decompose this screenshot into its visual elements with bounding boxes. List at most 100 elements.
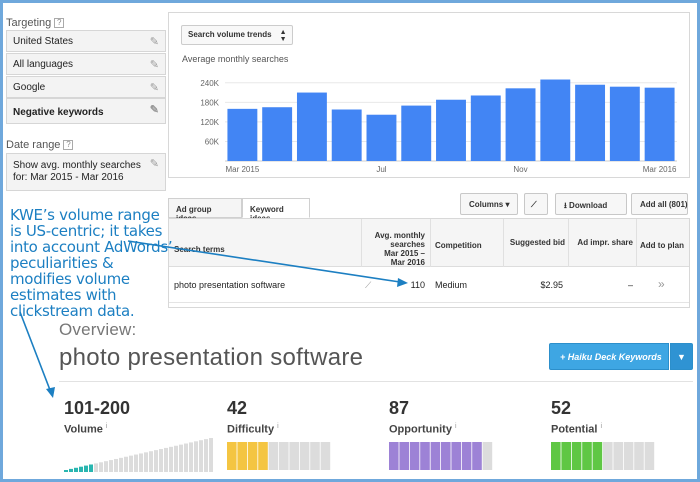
date-range-selector[interactable]: Show avg. monthly searches for: Mar 2015… (6, 153, 166, 191)
volume-bar (104, 461, 108, 472)
bar (331, 109, 362, 161)
edit-pencil-icon[interactable]: ✎ (149, 158, 159, 170)
date-range-title: Date range? (6, 139, 74, 151)
metric-value: 87 (389, 398, 410, 418)
x-tick-label: Mar 2015 (225, 165, 259, 174)
y-tick-label: 180K (200, 98, 219, 107)
volume-bar (194, 441, 198, 472)
edit-pencil-icon[interactable]: ✎ (149, 82, 159, 94)
help-icon[interactable]: ? (54, 18, 65, 28)
edit-pencil-icon[interactable]: ✎ (149, 59, 159, 71)
info-icon[interactable]: i (600, 423, 603, 430)
gauge-segment (389, 442, 399, 470)
volume-bar (154, 450, 158, 472)
gauge-segment (299, 442, 310, 470)
col-suggested-bid[interactable]: Suggested bid (509, 238, 565, 247)
gauge-segment (258, 442, 268, 470)
add-to-plan-icon[interactable]: » (658, 277, 665, 291)
volume-bar (74, 467, 78, 472)
chart-toggle-button[interactable]: ⟋ (524, 193, 548, 215)
ideas-tabs-row: Ad group ideas Keyword ideas Columns ▾ ⟋… (168, 193, 690, 223)
y-tick-label: 240K (200, 79, 219, 88)
chart-type-dropdown[interactable]: Search volume trends ▲ ▼ (181, 25, 293, 45)
gauge-segment (634, 442, 644, 470)
bar (540, 79, 571, 161)
language-selector[interactable]: All languages ✎ (6, 53, 166, 75)
difficulty-metric: 42 Difficulty i (227, 398, 377, 478)
volume-metric: 101-200 Volume i (64, 398, 214, 478)
volume-bar (149, 451, 153, 472)
avg-monthly-searches-value: 110 (410, 280, 425, 290)
col-ad-impr-share[interactable]: Ad impr. share (577, 238, 633, 247)
x-tick-label: Mar 2016 (643, 165, 677, 174)
metric-label: Opportunity i (389, 423, 457, 436)
download-button[interactable]: ⭳ Download (555, 193, 627, 215)
bar (436, 99, 466, 161)
trend-icon[interactable]: ⟋ (365, 280, 372, 290)
edit-pencil-icon[interactable]: ✎ (149, 104, 159, 116)
volume-bar (134, 454, 138, 472)
volume-bar (69, 468, 73, 472)
negative-keywords-selector[interactable]: Negative keywords ✎ (6, 98, 166, 124)
add-all-button[interactable]: Add all (801) (631, 193, 688, 215)
gauge-segment (310, 442, 320, 470)
haiku-deck-keywords-button[interactable]: + Haiku Deck Keywords (549, 343, 669, 370)
volume-bar (89, 464, 93, 472)
potential-metric: 52 Potential i (551, 398, 700, 478)
help-icon[interactable]: ? (63, 140, 74, 150)
volume-bar (109, 460, 113, 472)
x-tick-label: Nov (513, 165, 527, 174)
edit-pencil-icon[interactable]: ✎ (149, 36, 159, 48)
volume-bar (159, 449, 163, 472)
overview-label: Overview: (59, 320, 137, 339)
metric-label: Potential i (551, 423, 603, 436)
x-tick-label: Jul (376, 165, 386, 174)
info-icon[interactable]: i (277, 423, 279, 430)
metric-label: Volume i (64, 423, 108, 436)
col-avg-monthly-searches[interactable]: Avg. monthly searches Mar 2015 – Mar 201… (374, 231, 425, 267)
search-volume-chart-panel: Search volume trends ▲ ▼ Average monthly … (168, 12, 690, 178)
gauge-segment (571, 442, 582, 470)
bar (505, 88, 536, 161)
gauge-segment (279, 442, 289, 470)
gauge-segment (592, 442, 603, 470)
col-competition[interactable]: Competition (435, 241, 482, 250)
info-icon[interactable]: i (454, 423, 457, 430)
col-add-to-plan[interactable]: Add to plan (640, 241, 684, 250)
bar (401, 105, 432, 161)
gauge-segment (320, 442, 331, 470)
volume-bar (129, 455, 133, 472)
gauge-segment (237, 442, 247, 470)
volume-bar (189, 442, 193, 472)
gauge-segment (472, 442, 482, 470)
line-chart-icon: ⟋ (531, 200, 537, 209)
arrow-to-volume (19, 311, 51, 391)
network-selector[interactable]: Google ✎ (6, 76, 166, 98)
bar (262, 107, 293, 161)
columns-button[interactable]: Columns ▾ (460, 193, 518, 215)
metric-gauge (227, 442, 331, 470)
location-selector[interactable]: United States ✎ (6, 30, 166, 52)
bar-chart: 240K 180K 120K 60K Mar 2015 Jul Nov Mar 2016 (200, 79, 677, 174)
gauge-segment (623, 442, 634, 470)
tab-ad-group-ideas[interactable]: Ad group ideas (168, 198, 242, 223)
bar (366, 114, 397, 161)
info-icon[interactable]: i (105, 423, 108, 430)
gauge-segment (461, 442, 472, 470)
metric-gauge (389, 442, 493, 470)
gauge-segment (289, 442, 299, 470)
col-search-terms[interactable]: Search terms (174, 245, 225, 254)
gauge-segment (399, 442, 409, 470)
volume-bar (94, 463, 98, 472)
tab-keyword-ideas[interactable]: Keyword ideas (242, 198, 310, 223)
bar (296, 92, 327, 161)
volume-bar (84, 465, 88, 472)
volume-bar (119, 457, 123, 472)
volume-bar (184, 443, 188, 472)
volume-bar (64, 470, 68, 472)
gauge-segment (613, 442, 623, 470)
volume-bar (174, 445, 178, 472)
volume-bar (164, 447, 168, 472)
volume-bar (124, 456, 128, 472)
haiku-deck-dropdown-button[interactable]: ▼ (670, 343, 693, 370)
